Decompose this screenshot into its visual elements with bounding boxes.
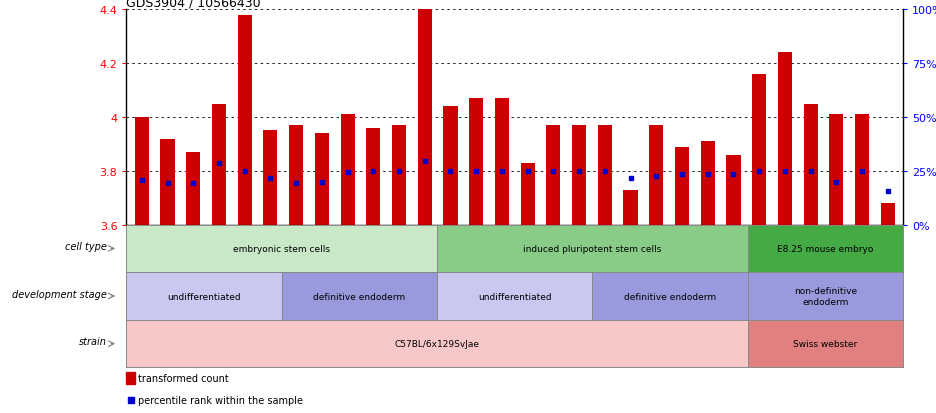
- Text: induced pluripotent stem cells: induced pluripotent stem cells: [523, 244, 662, 253]
- Bar: [623, 190, 637, 225]
- Bar: [126, 373, 135, 384]
- Text: GDS3904 / 10566430: GDS3904 / 10566430: [126, 0, 261, 9]
- Text: undifferentiated: undifferentiated: [478, 292, 551, 301]
- Bar: [778, 53, 792, 225]
- Text: transformed count: transformed count: [138, 373, 228, 383]
- Bar: [520, 163, 534, 225]
- Bar: [753, 75, 767, 225]
- Bar: [650, 126, 664, 225]
- Bar: [135, 118, 149, 225]
- Bar: [238, 16, 252, 225]
- Text: cell type: cell type: [66, 242, 107, 252]
- Bar: [829, 115, 843, 225]
- Bar: [701, 142, 715, 225]
- Bar: [547, 126, 561, 225]
- Text: strain: strain: [80, 337, 107, 347]
- Text: definitive endoderm: definitive endoderm: [314, 292, 405, 301]
- Bar: [212, 104, 226, 225]
- Text: definitive endoderm: definitive endoderm: [624, 292, 716, 301]
- Bar: [675, 147, 689, 225]
- Text: E8.25 mouse embryo: E8.25 mouse embryo: [778, 244, 873, 253]
- Bar: [804, 104, 818, 225]
- Bar: [366, 128, 380, 225]
- Text: percentile rank within the sample: percentile rank within the sample: [138, 395, 303, 405]
- Bar: [598, 126, 612, 225]
- Bar: [881, 204, 895, 225]
- Text: C57BL/6x129SvJae: C57BL/6x129SvJae: [395, 339, 479, 348]
- Text: embryonic stem cells: embryonic stem cells: [233, 244, 330, 253]
- Text: non-definitive
endoderm: non-definitive endoderm: [794, 287, 857, 306]
- Bar: [417, 10, 431, 225]
- Bar: [855, 115, 870, 225]
- Bar: [572, 126, 586, 225]
- Bar: [495, 99, 509, 225]
- Bar: [186, 152, 200, 225]
- Bar: [392, 126, 406, 225]
- Bar: [726, 155, 740, 225]
- Bar: [289, 126, 303, 225]
- Text: undifferentiated: undifferentiated: [168, 292, 241, 301]
- Bar: [444, 107, 458, 225]
- Bar: [314, 134, 329, 225]
- Bar: [469, 99, 483, 225]
- Bar: [263, 131, 277, 225]
- Bar: [160, 139, 175, 225]
- Bar: [341, 115, 355, 225]
- Text: Swiss webster: Swiss webster: [794, 339, 857, 348]
- Text: development stage: development stage: [12, 289, 107, 299]
